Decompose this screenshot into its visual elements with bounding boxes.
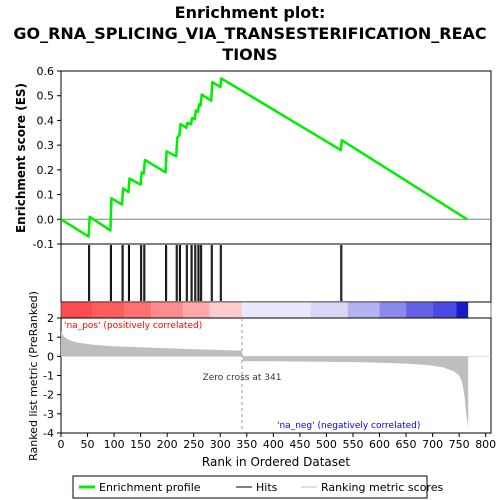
x-tick-label: 100 bbox=[104, 438, 125, 451]
legend-label: Enrichment profile bbox=[99, 481, 201, 494]
color-bar-segment bbox=[183, 302, 210, 318]
color-bar-segment bbox=[432, 302, 457, 318]
x-tick-label: 250 bbox=[183, 438, 204, 451]
ranking-metric-area bbox=[61, 331, 469, 428]
es-panel: -0.1 0.0 0.1 0.2 0.3 0.4 0.5 0.6 bbox=[33, 65, 492, 251]
x-axis: 0 50 100 150 200 250 300 350 400 450 500 550 600 650 7… bbox=[58, 433, 496, 451]
color-bar-segment bbox=[379, 302, 407, 318]
metric-panel: 2 1 0 -1 -2 -3 -4 Zero cross at 341 'na_pos' (po… bbox=[43, 312, 492, 440]
color-bar-segment bbox=[347, 302, 380, 318]
es-plot-frame bbox=[60, 70, 492, 245]
x-tick-label: 300 bbox=[210, 438, 231, 451]
metric-y-axis-label: Ranked list metric (PreRanked) bbox=[27, 291, 40, 461]
color-bar-segment bbox=[124, 302, 152, 318]
zero-cross-label: Zero cross at 341 bbox=[203, 373, 282, 383]
color-bar-segment bbox=[456, 302, 469, 318]
x-axis-label: Rank in Ordered Dataset bbox=[202, 455, 350, 469]
es-y-tick-label: 0.0 bbox=[37, 213, 55, 226]
color-bar-segment bbox=[209, 302, 243, 318]
x-tick-label: 350 bbox=[236, 438, 257, 451]
legend-label: Ranking metric scores bbox=[321, 481, 443, 494]
metric-y-tick-label: 1 bbox=[47, 331, 54, 344]
x-tick-label: 750 bbox=[449, 438, 470, 451]
legend: Enrichment profile Hits Ranking metric sco… bbox=[72, 475, 443, 499]
metric-frame bbox=[60, 317, 492, 434]
x-tick-label: 800 bbox=[475, 438, 496, 451]
color-bar-segment bbox=[310, 302, 348, 318]
hits-frame bbox=[60, 243, 492, 303]
x-tick-label: 650 bbox=[396, 438, 417, 451]
x-tick-label: 450 bbox=[289, 438, 310, 451]
metric-y-tick-label: -4 bbox=[43, 427, 54, 440]
legend-label: Hits bbox=[256, 481, 278, 494]
x-tick-label: 400 bbox=[263, 438, 284, 451]
es-y-tick-label: 0.5 bbox=[37, 90, 55, 103]
color-bar-segment bbox=[151, 302, 184, 318]
enrichment-profile-line bbox=[60, 77, 468, 238]
metric-y-tick-label: -2 bbox=[43, 389, 54, 402]
x-tick-label: 550 bbox=[342, 438, 363, 451]
color-bar-segment bbox=[406, 302, 433, 318]
positive-correlation-label: 'na_pos' (positively correlated) bbox=[64, 321, 202, 331]
x-tick-label: 0 bbox=[58, 438, 65, 451]
color-bar-segment bbox=[92, 302, 125, 318]
chart-title-line-2: GO_RNA_SPLICING_VIA_TRANSESTERIFICATION_… bbox=[13, 24, 486, 43]
x-tick-label: 600 bbox=[369, 438, 390, 451]
es-y-axis-label: Enrichment score (ES) bbox=[14, 83, 28, 233]
hits-panel bbox=[60, 243, 492, 303]
color-bar-segment bbox=[61, 302, 93, 318]
chart-title-line-3: TIONS bbox=[222, 45, 277, 64]
chart-title-line-1: Enrichment plot: bbox=[175, 3, 326, 22]
x-tick-label: 200 bbox=[157, 438, 178, 451]
metric-y-tick-label: 0 bbox=[47, 350, 54, 363]
metric-y-tick-label: -3 bbox=[43, 408, 54, 421]
color-bar-segment bbox=[242, 302, 311, 318]
es-y-tick-label: 0.1 bbox=[37, 189, 55, 202]
ranking-color-bar bbox=[60, 301, 492, 319]
x-tick-label: 500 bbox=[316, 438, 337, 451]
es-y-tick-label: 0.4 bbox=[37, 114, 55, 127]
negative-correlation-label: 'na_neg' (negatively correlated) bbox=[277, 421, 420, 431]
metric-y-tick-label: 2 bbox=[47, 312, 54, 325]
es-y-tick-label: 0.6 bbox=[37, 65, 55, 78]
es-y-tick-label: 0.2 bbox=[37, 164, 55, 177]
x-tick-label: 50 bbox=[81, 438, 95, 451]
x-tick-label: 700 bbox=[422, 438, 443, 451]
metric-y-tick-label: -1 bbox=[43, 370, 54, 383]
es-y-tick-label: 0.3 bbox=[37, 139, 55, 152]
x-tick-label: 150 bbox=[130, 438, 151, 451]
es-y-tick-label: -0.1 bbox=[33, 238, 54, 251]
